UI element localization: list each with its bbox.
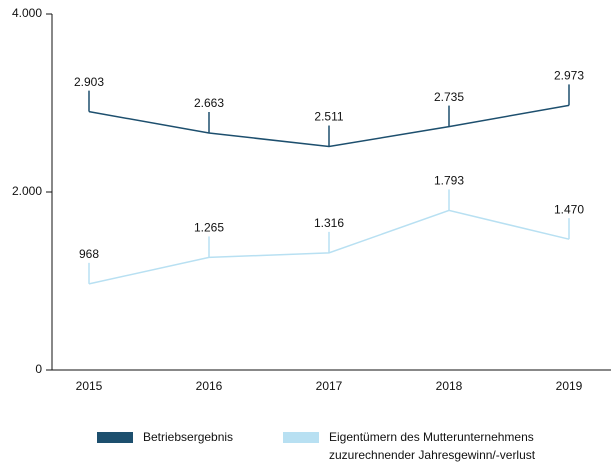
legend: Betriebsergebnis Eigentümern des Mutterun… xyxy=(0,428,611,468)
data-label: 1.470 xyxy=(554,202,584,216)
x-tick-label: 2016 xyxy=(196,379,223,393)
legend-item: Eigentümern des Mutterunternehmens zuzur… xyxy=(283,428,567,464)
legend-label: Eigentümern des Mutterunternehmens zuzur… xyxy=(329,430,536,462)
data-label: 2.903 xyxy=(74,75,104,89)
x-tick-label: 2018 xyxy=(436,379,463,393)
legend-swatch xyxy=(283,432,319,443)
data-label: 1.265 xyxy=(194,221,224,235)
y-tick-label: 2.000 xyxy=(12,184,42,198)
data-label: 1.316 xyxy=(314,216,344,230)
data-label: 2.663 xyxy=(194,96,224,110)
legend-item: Betriebsergebnis xyxy=(97,428,233,446)
data-label: 2.973 xyxy=(554,69,584,83)
x-tick-label: 2017 xyxy=(316,379,343,393)
y-tick-label: 4.000 xyxy=(12,6,42,20)
x-tick-label: 2015 xyxy=(76,379,103,393)
data-label: 2.511 xyxy=(314,110,343,124)
legend-label: Betriebsergebnis xyxy=(143,430,234,444)
y-tick-label: 0 xyxy=(35,362,42,376)
data-label: 1.793 xyxy=(434,174,464,188)
data-label: 968 xyxy=(79,247,99,261)
chart: 0 2.000 4.000 2015 2016 2017 2018 2019 2.903 2.66… xyxy=(12,6,611,393)
x-tick-label: 2019 xyxy=(556,379,583,393)
legend-swatch xyxy=(97,432,133,443)
data-label: 2.735 xyxy=(434,90,464,104)
